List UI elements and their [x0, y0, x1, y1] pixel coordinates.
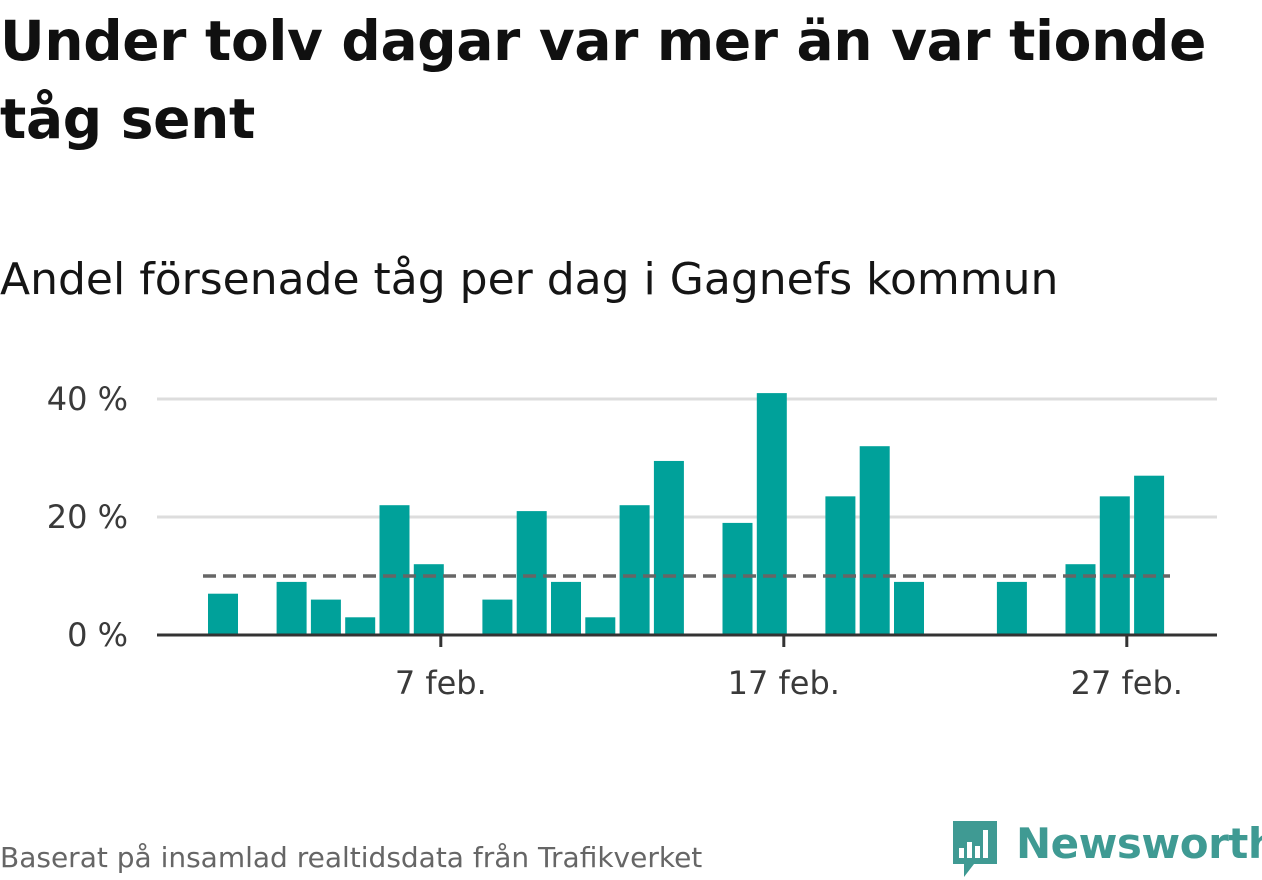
bar	[619, 505, 650, 635]
bar	[722, 522, 753, 635]
bar-chart: 0 % 20 % 40 % 7 feb. 17 feb. 27 feb.	[47, 380, 1217, 702]
x-axis	[157, 633, 1217, 647]
bar	[859, 446, 890, 635]
x-tick-label: 7 feb.	[395, 664, 487, 702]
bar	[996, 581, 1027, 635]
bar	[482, 599, 513, 635]
chart-title: Under tolv dagar var mer än var tionde t…	[0, 9, 1207, 151]
tick-labels: 0 % 20 % 40 % 7 feb. 17 feb. 27 feb.	[47, 380, 1183, 702]
bar	[825, 496, 856, 635]
newsworthy-logo-icon	[953, 821, 997, 877]
bar	[756, 393, 787, 635]
x-tick-label: 17 feb.	[728, 664, 840, 702]
y-tick-label: 40 %	[47, 380, 128, 418]
bar	[585, 617, 616, 635]
bar	[310, 599, 341, 635]
source-note: Baserat på insamlad realtidsdata från Tr…	[0, 841, 703, 874]
x-tick-label: 27 feb.	[1071, 664, 1183, 702]
newsworthy-logo: Newsworthy	[950, 818, 1262, 880]
y-tick-label: 20 %	[47, 498, 128, 536]
bar	[276, 581, 307, 635]
bar	[379, 505, 410, 635]
gridlines	[157, 397, 1217, 519]
bar	[516, 511, 547, 635]
bar	[653, 460, 684, 635]
chart-subtitle: Andel försenade tåg per dag i Gagnefs ko…	[0, 254, 1059, 305]
bar	[208, 593, 238, 635]
bar	[1099, 496, 1130, 635]
bars	[208, 393, 1165, 635]
newsworthy-logo-text: Newsworthy	[1016, 819, 1262, 868]
bar	[894, 581, 924, 635]
bar	[345, 617, 376, 635]
bar	[551, 581, 581, 635]
y-tick-label: 0 %	[67, 616, 128, 654]
bar	[1134, 475, 1165, 635]
